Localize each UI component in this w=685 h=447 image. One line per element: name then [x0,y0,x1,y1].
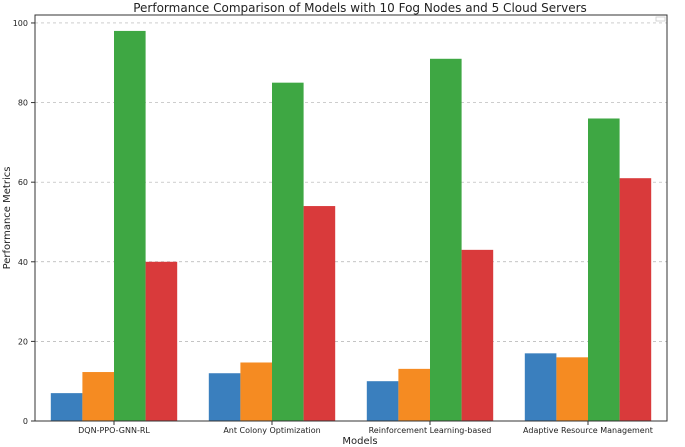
bar-2-series-2 [240,362,272,421]
bar-3-series-4 [461,249,494,421]
x-axis: DQN-PPO-GNN-RL Ant Colony Optimization Rei… [78,421,653,435]
y-tick-label-60: 60 [18,178,28,187]
bar-1-series-4 [145,261,178,421]
x-tick-label-2: Ant Colony Optimization [223,426,320,435]
bar-1-series-3 [114,30,146,421]
x-tick-label-4: Adaptive Resource Management [523,426,653,435]
bar-1-series-1 [50,393,83,421]
bar-2-series-3 [272,82,304,422]
bar-4-series-4 [619,178,652,421]
bar-1-series-2 [82,372,114,421]
y-axis-label: Performance Metrics [2,167,13,270]
x-tick-label-3: Reinforcement Learning-based [369,426,492,435]
bar-4-series-2 [556,357,588,421]
bar-3-series-2 [398,368,430,421]
bar-3-series-1 [366,381,399,421]
y-tick-label-20: 20 [18,337,28,346]
y-tick-label-40: 40 [18,258,28,267]
bar-2-series-4 [303,206,336,421]
bar-2-series-1 [208,373,241,421]
plot-frame [34,14,668,422]
x-tick-label-1: DQN-PPO-GNN-RL [78,426,150,435]
y-tick-label-100: 100 [13,19,28,28]
bar-4-series-1 [524,353,557,421]
bar-4-series-3 [588,118,620,421]
bars [50,30,652,422]
y-tick-label-0: 0 [23,417,28,426]
y-axis: 0 20 40 60 80 100 [13,19,35,426]
bar-3-series-3 [430,58,462,422]
chart-title: Performance Comparison of Models with 10… [133,1,587,15]
legend-box [655,16,666,22]
y-tick-label-80: 80 [18,99,28,108]
x-axis-label: Models [342,436,377,447]
